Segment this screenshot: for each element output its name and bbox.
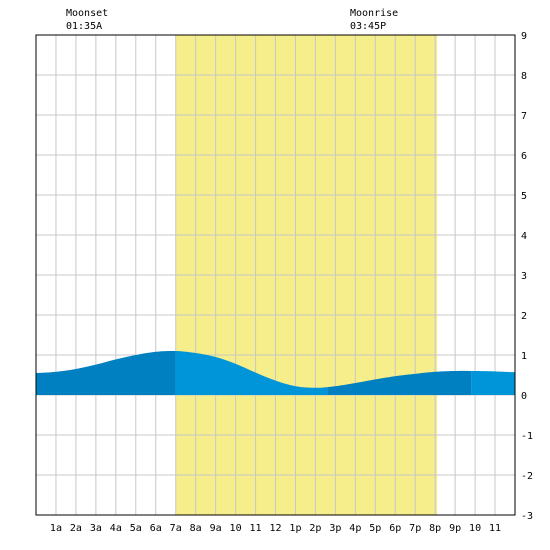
x-tick-label: 3p bbox=[329, 523, 341, 534]
moonrise-time: 03:45P bbox=[350, 21, 386, 32]
tide-area-night-segment bbox=[36, 350, 176, 395]
y-tick-label: -1 bbox=[521, 431, 533, 442]
tide-area-layer bbox=[36, 350, 515, 395]
y-tick-label: -3 bbox=[521, 511, 533, 522]
y-tick-label: 9 bbox=[521, 31, 527, 42]
x-tick-label: 3a bbox=[90, 523, 102, 534]
x-tick-label: 11 bbox=[250, 523, 262, 534]
moonset-label: Moonset bbox=[66, 8, 108, 19]
x-tick-label: 7a bbox=[170, 523, 182, 534]
x-tick-labels: 1a 2a 3a 4a 5a 6a 7a 8a 9a 10 11 12 1p 2p 3p 4p 5p 6p 7p 8p… bbox=[50, 523, 501, 534]
x-tick-label: 5a bbox=[130, 523, 142, 534]
x-tick-label: 6a bbox=[150, 523, 162, 534]
y-tick-label: 0 bbox=[521, 391, 527, 402]
y-tick-label: 8 bbox=[521, 71, 527, 82]
x-tick-label: 2a bbox=[70, 523, 82, 534]
y-tick-label: 3 bbox=[521, 271, 527, 282]
x-tick-label: 9p bbox=[449, 523, 461, 534]
moonrise-label: Moonrise bbox=[350, 8, 398, 19]
x-tick-label: 11 bbox=[489, 523, 501, 534]
x-tick-label: 8a bbox=[190, 523, 202, 534]
x-tick-label: 4a bbox=[110, 523, 122, 534]
y-tick-label: 2 bbox=[521, 311, 527, 322]
y-tick-label: 5 bbox=[521, 191, 527, 202]
moonset-time: 01:35A bbox=[66, 21, 102, 32]
x-tick-label: 9a bbox=[210, 523, 222, 534]
x-tick-label: 2p bbox=[309, 523, 321, 534]
tide-area-night-segment bbox=[327, 370, 472, 395]
y-tick-labels: -3 -2 -1 0 1 2 3 4 5 6 7 8 9 bbox=[521, 31, 533, 522]
x-tick-label: 8p bbox=[429, 523, 441, 534]
tide-area-day-segment bbox=[471, 370, 515, 395]
x-tick-label: 6p bbox=[389, 523, 401, 534]
x-tick-label: 4p bbox=[349, 523, 361, 534]
y-tick-label: 6 bbox=[521, 151, 527, 162]
y-tick-label: -2 bbox=[521, 471, 533, 482]
x-tick-label: 12 bbox=[269, 523, 281, 534]
y-tick-label: 4 bbox=[521, 231, 527, 242]
x-tick-label: 10 bbox=[469, 523, 481, 534]
x-tick-label: 5p bbox=[369, 523, 381, 534]
y-tick-label: 7 bbox=[521, 111, 527, 122]
x-tick-label: 1p bbox=[289, 523, 301, 534]
y-tick-label: 1 bbox=[521, 351, 527, 362]
x-tick-label: 1a bbox=[50, 523, 62, 534]
plot-border bbox=[35, 34, 516, 516]
grid-layer bbox=[36, 35, 515, 515]
x-tick-label: 7p bbox=[409, 523, 421, 534]
tide-area-day-segment bbox=[175, 351, 328, 395]
x-tick-label: 10 bbox=[230, 523, 242, 534]
